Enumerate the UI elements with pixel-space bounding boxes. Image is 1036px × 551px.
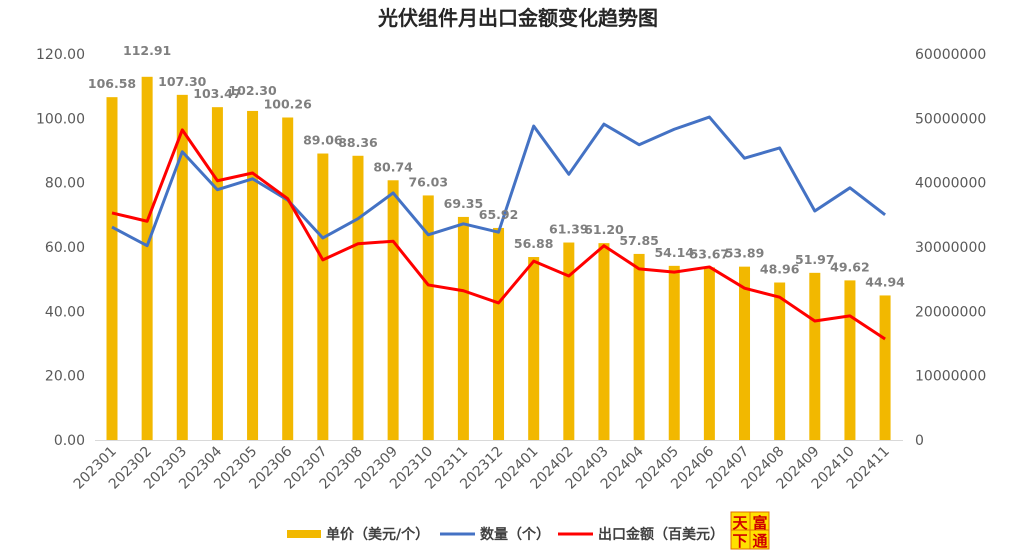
bar — [598, 243, 610, 440]
data-label: 112.91 — [123, 43, 171, 58]
bar — [106, 97, 118, 440]
bar — [141, 76, 153, 441]
legend-swatch-price — [287, 530, 321, 538]
bar — [387, 180, 399, 441]
svg-text:通: 通 — [752, 532, 767, 550]
right-axis-tick: 20000000 — [915, 304, 986, 320]
left-axis-tick: 80.00 — [45, 176, 85, 192]
data-label: 103.47 — [193, 86, 241, 101]
data-label: 80.74 — [373, 159, 413, 174]
bar — [528, 257, 540, 440]
bar — [668, 265, 680, 440]
data-label: 53.89 — [725, 246, 765, 261]
data-label: 57.85 — [619, 233, 659, 248]
data-label: 48.96 — [760, 262, 800, 277]
right-axis-tick: 40000000 — [915, 176, 986, 192]
right-axis-tick: 50000000 — [915, 111, 986, 127]
bar — [879, 295, 891, 440]
data-label: 107.30 — [158, 74, 207, 89]
chart-title: 光伏组件月出口金额变化趋势图 — [377, 6, 658, 30]
data-label: 100.26 — [264, 96, 313, 111]
legend-label-amount: 出口金额（百美元） — [598, 526, 724, 543]
right-axis-tick: 30000000 — [915, 240, 986, 256]
data-label: 106.58 — [88, 76, 136, 91]
bar — [176, 94, 188, 440]
right-axis-tick: 10000000 — [915, 369, 986, 385]
data-label: 61.39 — [549, 222, 589, 237]
data-label: 54.14 — [654, 245, 694, 260]
legend-label-price: 单价（美元/个） — [326, 526, 429, 543]
left-axis-tick: 40.00 — [45, 304, 85, 320]
svg-text:富: 富 — [752, 514, 767, 532]
bar — [247, 110, 259, 440]
quantity-line — [111, 115, 886, 248]
data-label: 88.36 — [338, 135, 378, 150]
data-label: 51.97 — [795, 252, 835, 267]
left-axis-tick: 20.00 — [45, 369, 85, 385]
bar — [774, 282, 786, 440]
bar — [563, 242, 575, 440]
bar — [633, 253, 645, 440]
svg-text:天: 天 — [732, 514, 748, 532]
left-axis-tick: 0.00 — [54, 433, 85, 449]
legend: 单价（美元/个） 数量（个） 出口金额（百美元） — [287, 526, 724, 543]
data-label: 76.03 — [408, 174, 448, 189]
bar — [317, 153, 329, 440]
bar — [844, 280, 856, 440]
bar — [211, 107, 223, 440]
data-label: 65.92 — [479, 207, 519, 222]
bar — [703, 267, 715, 440]
right-axis-tick: 0 — [915, 433, 924, 449]
bar — [352, 155, 364, 440]
data-label: 56.88 — [514, 236, 554, 251]
left-axis-tick: 100.00 — [36, 111, 85, 127]
right-axis-tick: 60000000 — [915, 47, 986, 63]
bar — [739, 266, 751, 440]
data-label: 89.06 — [303, 133, 343, 148]
bar — [493, 227, 505, 440]
data-label: 49.62 — [830, 259, 870, 274]
left-axis-tick: 120.00 — [36, 47, 85, 63]
data-label: 69.35 — [444, 196, 484, 211]
data-label: 102.30 — [228, 83, 277, 98]
logo: 天 富 下 通 — [730, 511, 770, 550]
left-axis-tick: 60.00 — [45, 240, 85, 256]
data-label: 61.20 — [584, 222, 624, 237]
svg-text:下: 下 — [732, 532, 747, 550]
legend-label-quantity: 数量（个） — [480, 526, 550, 543]
bar — [282, 117, 294, 440]
data-label: 44.94 — [865, 274, 905, 289]
bar — [809, 272, 821, 440]
amount-line — [111, 128, 886, 341]
data-label: 53.67 — [690, 246, 730, 261]
bar — [457, 216, 469, 440]
bar — [422, 195, 434, 440]
